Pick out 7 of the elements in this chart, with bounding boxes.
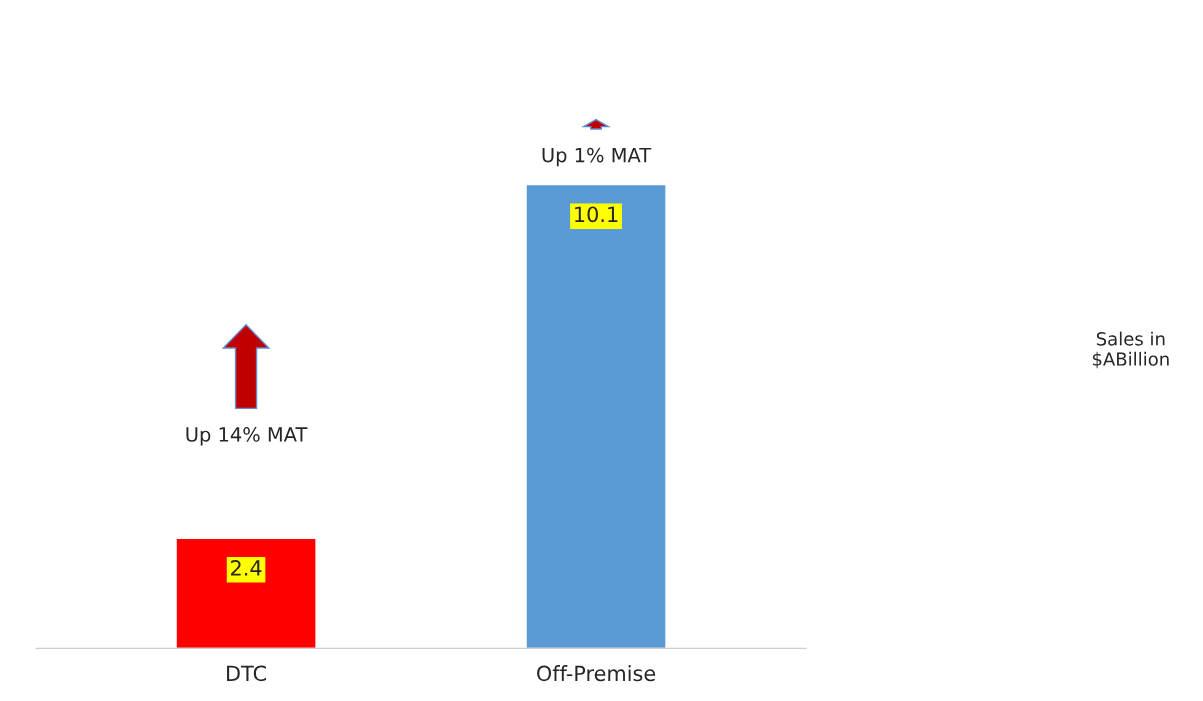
x-tick-label: Off-Premise xyxy=(537,665,656,682)
annotation: Up 14% MAT xyxy=(186,427,308,446)
x-tick-label: DTC xyxy=(227,665,266,682)
text: Up 1% MAT xyxy=(542,147,652,167)
data-label: 10.1 xyxy=(575,206,618,223)
text: Sales in $ABillion xyxy=(1092,331,1169,369)
data-label: 2.4 xyxy=(231,560,262,576)
